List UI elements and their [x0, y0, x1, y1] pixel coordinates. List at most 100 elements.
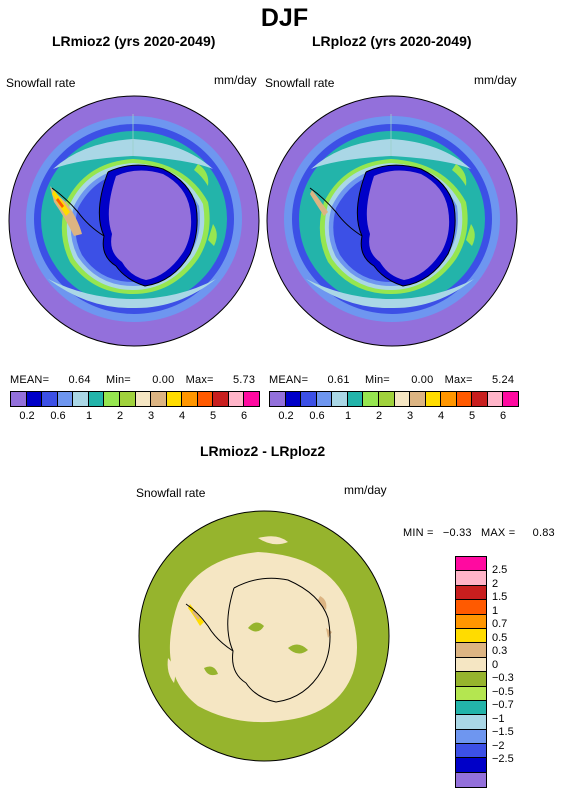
- colorbar-swatch: [88, 392, 105, 406]
- colorbar-swatch: [456, 744, 486, 759]
- colorbar-swatch: [456, 614, 486, 629]
- colorbar-swatch: [394, 392, 411, 406]
- colorbar-swatch: [456, 392, 473, 406]
- colorbar-swatch: [410, 392, 426, 406]
- colorbar-tick-label: 3: [147, 410, 155, 422]
- colorbar-tick-label: −2: [492, 739, 505, 752]
- colorbar-tick-label: −1.5: [492, 726, 514, 738]
- colorbar-swatch: [487, 392, 504, 406]
- diff-unit-label: mm/day: [344, 483, 387, 497]
- colorbar-tick-label: 2: [375, 410, 383, 422]
- colorbar-tick-label: 4: [178, 410, 186, 422]
- colorbar-swatch: [42, 392, 58, 406]
- colorbar-tick-label: 0.6: [50, 410, 66, 422]
- colorbar-tick-label: 5: [468, 410, 476, 422]
- panel1-max-value: 5.73: [232, 374, 256, 386]
- panel2-min-label: Min=: [364, 374, 390, 386]
- colorbar-swatch: [378, 392, 395, 406]
- colorbar-swatch: [456, 657, 486, 673]
- colorbar-swatch: [270, 392, 286, 406]
- colorbar-tick-label: 1.5: [492, 591, 508, 603]
- colorbar-swatch: [456, 758, 486, 773]
- colorbar-swatch: [151, 392, 167, 406]
- colorbar-swatch: [244, 392, 259, 406]
- panel1-title: LRmioz2 (yrs 2020-2049): [52, 33, 216, 49]
- colorbar-tick-label: −0.3: [492, 672, 514, 684]
- panel2-variable-label: Snowfall rate: [265, 76, 335, 90]
- colorbar-tick-label: 2: [492, 577, 499, 590]
- colorbar-swatch: [472, 392, 488, 406]
- panel2-stats: MEAN= 0.61 Min= 0.00 Max= 5.24: [269, 374, 514, 386]
- colorbar-tick-label: 0.5: [492, 631, 508, 644]
- colorbar-tick-label: 0.2: [278, 410, 294, 422]
- colorbar-swatch: [166, 392, 183, 406]
- colorbar-swatch: [363, 392, 379, 406]
- diff-max-label: MAX =: [481, 527, 516, 539]
- panel1-min-label: Min=: [105, 374, 131, 386]
- colorbar-swatch: [285, 392, 302, 406]
- colorbar-swatch: [332, 392, 348, 406]
- colorbar-tick-label: 0.6: [309, 410, 325, 422]
- colorbar-swatch: [456, 571, 486, 586]
- colorbar-swatch: [182, 392, 198, 406]
- colorbar-swatch: [456, 600, 486, 615]
- panel1-mean-label: MEAN=: [10, 374, 50, 386]
- colorbar-swatch: [11, 392, 27, 406]
- colorbar-swatch: [456, 585, 486, 601]
- colorbar-tick-label: 2.5: [492, 564, 508, 576]
- panel1-min-value: 0.00: [152, 374, 175, 386]
- colorbar-swatch: [456, 557, 486, 572]
- colorbar-tick-label: 0: [492, 658, 499, 671]
- panel2-title: LRploz2 (yrs 2020-2049): [312, 33, 472, 49]
- diff-variable-label: Snowfall rate: [136, 486, 206, 500]
- colorbar-swatch: [316, 392, 333, 406]
- colorbar-swatch: [104, 392, 120, 406]
- colorbar-tick-label: 4: [437, 410, 445, 422]
- colorbar-tick-label: 5: [209, 410, 217, 422]
- panel2-max-label: Max=: [444, 374, 473, 386]
- colorbar-tick-label: −2.5: [492, 753, 514, 765]
- diff-colorbar: [455, 556, 487, 788]
- colorbar-swatch: [425, 392, 442, 406]
- colorbar-swatch: [456, 672, 486, 687]
- panel2-unit-label: mm/day: [474, 73, 517, 87]
- colorbar-swatch: [456, 715, 486, 730]
- colorbar-swatch: [213, 392, 229, 406]
- panel2-mean-label: MEAN=: [269, 374, 309, 386]
- panel1-polar-map: [8, 95, 260, 347]
- colorbar-tick-label: 0.7: [492, 618, 508, 630]
- panel2-polar-map: [266, 95, 518, 347]
- colorbar-tick-label: 6: [240, 410, 248, 422]
- colorbar-tick-label: 0.3: [492, 645, 508, 657]
- diff-title: LRmioz2 - LRploz2: [200, 443, 326, 459]
- colorbar-swatch: [119, 392, 136, 406]
- colorbar-tick-label: 1: [344, 410, 352, 422]
- panel1-stats: MEAN= 0.64 Min= 0.00 Max= 5.73: [10, 374, 255, 386]
- panel2-mean-value: 0.61: [327, 374, 350, 386]
- panel1-mean-value: 0.64: [68, 374, 91, 386]
- colorbar-tick-label: 1: [85, 410, 93, 422]
- colorbar-tick-label: 1: [492, 604, 499, 617]
- colorbar-swatch: [456, 628, 486, 644]
- colorbar-swatch: [73, 392, 89, 406]
- colorbar-tick-label: −1: [492, 712, 505, 725]
- season-title: DJF: [260, 4, 309, 32]
- colorbar-swatch: [228, 392, 245, 406]
- colorbar-swatch: [197, 392, 214, 406]
- colorbar-swatch: [456, 772, 486, 788]
- colorbar-swatch: [57, 392, 74, 406]
- diff-polar-map: [138, 510, 390, 762]
- colorbar-tick-label: −0.7: [492, 699, 514, 711]
- colorbar-swatch: [456, 729, 486, 745]
- colorbar-swatch: [456, 643, 486, 658]
- colorbar-swatch: [135, 392, 152, 406]
- panel2-min-value: 0.00: [411, 374, 434, 386]
- panel2-colorbar: [269, 391, 519, 407]
- colorbar-tick-label: 3: [406, 410, 414, 422]
- colorbar-swatch: [456, 686, 486, 701]
- diff-min-label: MIN =: [403, 527, 434, 539]
- panel1-colorbar: [10, 391, 260, 407]
- colorbar-swatch: [301, 392, 317, 406]
- colorbar-swatch: [441, 392, 457, 406]
- diff-max-value: 0.83: [532, 527, 555, 539]
